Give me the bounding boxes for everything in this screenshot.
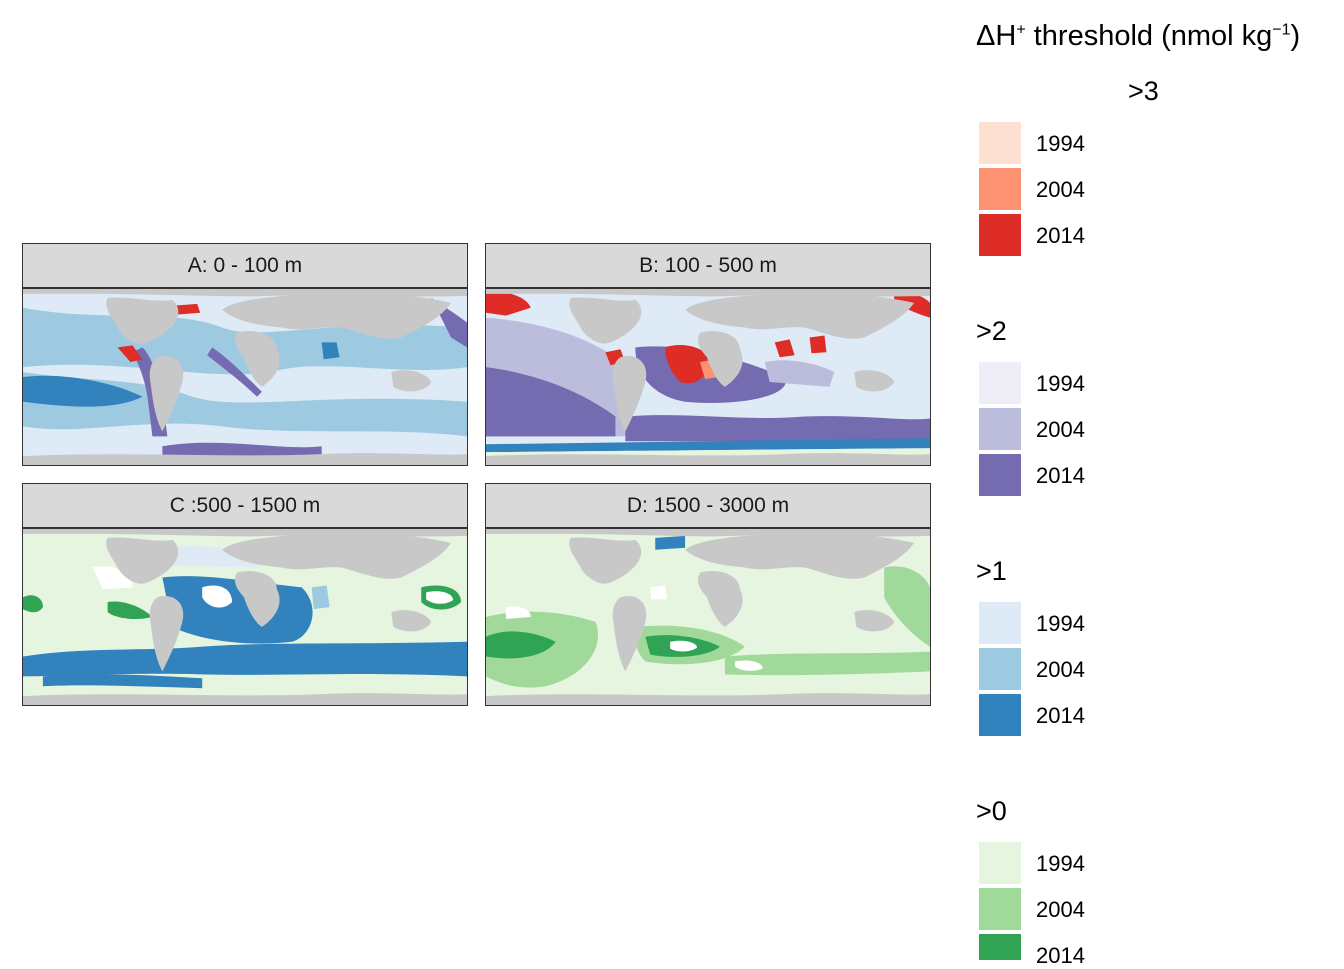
legend-title-prefix: ΔH	[976, 20, 1017, 52]
panel-a-title: A: 0 - 100 m	[22, 243, 468, 287]
legend-swatch-2-1994	[979, 362, 1021, 404]
panel-b: B: 100 - 500 m	[485, 243, 931, 466]
legend-group-2-label: >2	[976, 316, 1007, 346]
legend-group-1-label: >1	[976, 556, 1007, 586]
legend-year-1-2004: 2004	[1036, 657, 1085, 682]
legend-title-suffix: )	[1290, 20, 1301, 52]
legend-swatch-2-2014	[979, 454, 1021, 496]
legend-swatch-1-2014	[979, 694, 1021, 736]
legend-year-1-2014: 2014	[1036, 703, 1085, 728]
legend-group-3-label: >3	[1128, 76, 1159, 106]
legend-swatch-0-1994	[979, 842, 1021, 884]
legend-swatch-2-2004	[979, 408, 1021, 450]
legend-title: ΔH+ threshold (nmol kg−1)	[976, 20, 1300, 53]
legend-group-0-label: >0	[976, 796, 1007, 826]
legend-title-main: threshold (nmol kg	[1025, 20, 1273, 52]
legend-year-3-1994: 1994	[1036, 131, 1085, 156]
legend-swatch-1-1994	[979, 602, 1021, 644]
legend-year-3-2004: 2004	[1036, 177, 1085, 202]
legend-year-2-2004: 2004	[1036, 417, 1085, 442]
panel-b-title: B: 100 - 500 m	[485, 243, 931, 287]
panel-d-title: D: 1500 - 3000 m	[485, 483, 931, 527]
panel-a: A: 0 - 100 m	[22, 243, 468, 466]
panel-c-title: C :500 - 1500 m	[22, 483, 468, 527]
legend-year-2-2014: 2014	[1036, 463, 1085, 488]
panel-b-map	[485, 287, 931, 466]
legend-title-plus: +	[1016, 21, 1026, 39]
legend-year-1-1994: 1994	[1036, 611, 1085, 636]
legend-year-3-2014: 2014	[1036, 223, 1085, 248]
panel-d: D: 1500 - 3000 m	[485, 483, 931, 706]
legend-year-0-1994: 1994	[1036, 851, 1085, 876]
legend-swatch-3-2014	[979, 214, 1021, 256]
panel-c: C :500 - 1500 m	[22, 483, 468, 706]
panel-a-map	[22, 287, 468, 466]
legend-swatch-3-1994	[979, 122, 1021, 164]
legend-swatch-0-2014	[979, 934, 1021, 960]
panel-d-map	[485, 527, 931, 706]
legend-title-exp: −1	[1272, 21, 1291, 39]
legend-swatch-3-2004	[979, 168, 1021, 210]
legend-year-0-2014: 2014	[1036, 943, 1085, 968]
panel-c-map	[22, 527, 468, 706]
legend: ΔH+ threshold (nmol kg−1) >3 1994 2004 2…	[976, 0, 1344, 968]
legend-year-2-1994: 1994	[1036, 371, 1085, 396]
legend-swatch-0-2004	[979, 888, 1021, 930]
legend-year-0-2004: 2004	[1036, 897, 1085, 922]
legend-swatch-1-2004	[979, 648, 1021, 690]
